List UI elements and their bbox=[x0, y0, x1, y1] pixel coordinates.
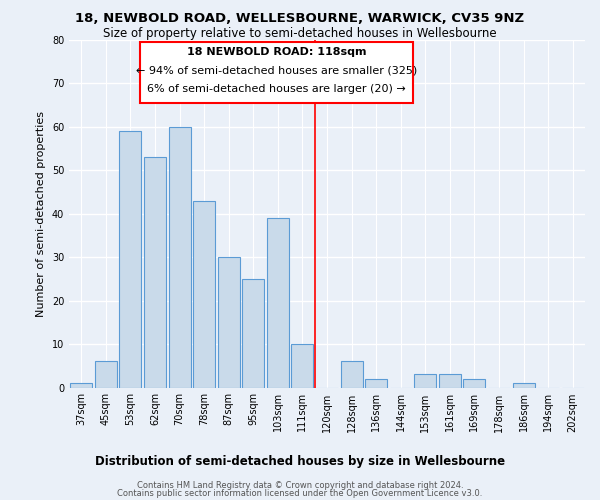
Bar bbox=[169, 127, 191, 388]
Text: Distribution of semi-detached houses by size in Wellesbourne: Distribution of semi-detached houses by … bbox=[95, 455, 505, 468]
Bar bbox=[512, 383, 535, 388]
Y-axis label: Number of semi-detached properties: Number of semi-detached properties bbox=[36, 111, 46, 317]
Bar bbox=[267, 218, 289, 388]
Bar bbox=[439, 374, 461, 388]
Bar bbox=[70, 383, 92, 388]
Text: Contains HM Land Registry data © Crown copyright and database right 2024.: Contains HM Land Registry data © Crown c… bbox=[137, 481, 463, 490]
Bar bbox=[414, 374, 436, 388]
Text: 6% of semi-detached houses are larger (20) →: 6% of semi-detached houses are larger (2… bbox=[147, 84, 406, 94]
Text: 18 NEWBOLD ROAD: 118sqm: 18 NEWBOLD ROAD: 118sqm bbox=[187, 47, 367, 57]
Bar bbox=[144, 158, 166, 388]
Bar bbox=[218, 257, 240, 388]
Text: ← 94% of semi-detached houses are smaller (325): ← 94% of semi-detached houses are smalle… bbox=[136, 66, 417, 76]
FancyBboxPatch shape bbox=[140, 42, 413, 103]
Bar bbox=[95, 362, 117, 388]
Bar bbox=[119, 131, 142, 388]
Text: Size of property relative to semi-detached houses in Wellesbourne: Size of property relative to semi-detach… bbox=[103, 28, 497, 40]
Bar bbox=[463, 379, 485, 388]
Bar bbox=[242, 279, 265, 388]
Bar bbox=[341, 362, 362, 388]
Bar bbox=[365, 379, 387, 388]
Bar bbox=[292, 344, 313, 388]
Bar bbox=[193, 200, 215, 388]
Text: 18, NEWBOLD ROAD, WELLESBOURNE, WARWICK, CV35 9NZ: 18, NEWBOLD ROAD, WELLESBOURNE, WARWICK,… bbox=[76, 12, 524, 26]
Text: Contains public sector information licensed under the Open Government Licence v3: Contains public sector information licen… bbox=[118, 489, 482, 498]
